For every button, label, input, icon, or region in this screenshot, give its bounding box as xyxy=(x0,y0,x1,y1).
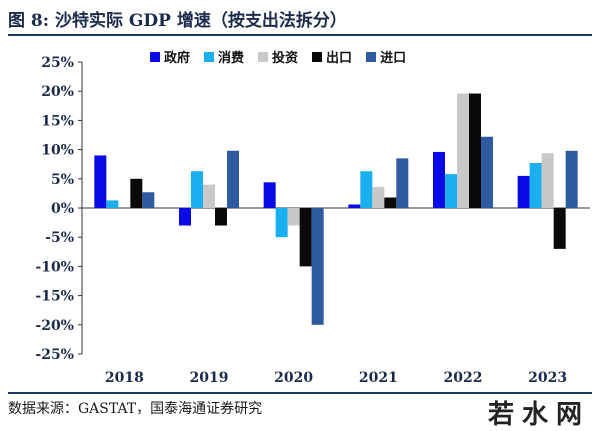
y-tick-label: 5% xyxy=(51,172,74,188)
bar-2022-进口 xyxy=(481,136,493,208)
x-tick-label: 2021 xyxy=(359,370,398,386)
bar-2023-政府 xyxy=(517,175,530,208)
legend-label: 投资 xyxy=(272,51,299,66)
y-tick-label: 25% xyxy=(41,55,74,71)
bar-2022-出口 xyxy=(469,93,481,208)
y-tick-label: -5% xyxy=(45,230,74,246)
legend-item: 投资 xyxy=(258,47,298,66)
legend-swatch xyxy=(258,51,269,62)
bar-2023-进口 xyxy=(565,150,578,208)
bar-2022-消费 xyxy=(445,174,457,208)
bar-2021-进口 xyxy=(396,158,409,208)
chart-legend: 政府 消费 投资 出口 进口 xyxy=(150,47,406,66)
bar-2021-投资 xyxy=(372,186,385,208)
legend-label: 出口 xyxy=(326,51,353,66)
bar-2020-进口 xyxy=(311,208,324,325)
bar-2018-消费 xyxy=(106,200,119,208)
bar-2019-出口 xyxy=(215,208,227,226)
y-tick-label: 0% xyxy=(51,201,74,217)
legend-item: 消费 xyxy=(204,47,244,66)
legend-item: 出口 xyxy=(312,47,352,66)
x-tick-label: 2023 xyxy=(528,370,567,386)
bar-2018-出口 xyxy=(130,178,143,208)
bar-2020-投资 xyxy=(287,208,300,226)
bar-2018-政府 xyxy=(94,155,107,208)
bar-2021-出口 xyxy=(384,197,397,208)
bar-2020-政府 xyxy=(263,182,276,208)
x-tick-label: 2018 xyxy=(105,370,144,386)
legend-label: 消费 xyxy=(218,51,245,66)
legend-swatch xyxy=(204,51,215,62)
bar-2019-投资 xyxy=(203,184,215,208)
legend-swatch xyxy=(150,51,160,62)
bar-2023-消费 xyxy=(529,163,542,208)
source-note: 数据来源：GASTAT，国泰海通证券研究 xyxy=(8,401,263,417)
bar-2022-投资 xyxy=(457,93,469,208)
legend-label: 进口 xyxy=(380,51,407,66)
bar-2018-进口 xyxy=(142,192,155,208)
y-tick-label: 20% xyxy=(41,84,74,100)
legend-swatch xyxy=(366,51,377,62)
bar-2021-政府 xyxy=(348,204,361,208)
chart-title: 图 8: 沙特实际 GDP 增速（按支出法拆分） xyxy=(8,11,347,31)
legend-label: 政府 xyxy=(164,51,191,66)
bar-2023-投资 xyxy=(541,153,554,208)
bar-2019-消费 xyxy=(191,171,203,208)
bar-2020-出口 xyxy=(299,208,312,267)
x-tick-label: 2022 xyxy=(444,370,483,386)
bar-2022-政府 xyxy=(433,151,445,208)
y-tick-label: -25% xyxy=(35,347,74,363)
title-divider xyxy=(8,34,592,36)
footer-divider xyxy=(8,392,592,394)
bar-2020-消费 xyxy=(275,208,288,238)
bar-2021-消费 xyxy=(360,171,373,208)
bar-2019-进口 xyxy=(227,150,239,208)
legend-item: 政府 xyxy=(150,47,190,66)
y-tick-label: 10% xyxy=(41,143,74,159)
watermark-logo: 若水网 xyxy=(487,400,590,430)
x-tick-label: 2020 xyxy=(274,370,313,386)
x-tick-label: 2019 xyxy=(190,370,229,386)
bar-2023-出口 xyxy=(553,208,566,249)
y-tick-label: -15% xyxy=(35,289,74,305)
bar-2019-政府 xyxy=(179,208,191,226)
y-tick-label: 15% xyxy=(41,113,74,129)
y-tick-label: -20% xyxy=(35,318,74,334)
legend-swatch xyxy=(312,51,323,62)
y-tick-label: -10% xyxy=(35,259,74,275)
legend-item: 进口 xyxy=(366,47,406,66)
